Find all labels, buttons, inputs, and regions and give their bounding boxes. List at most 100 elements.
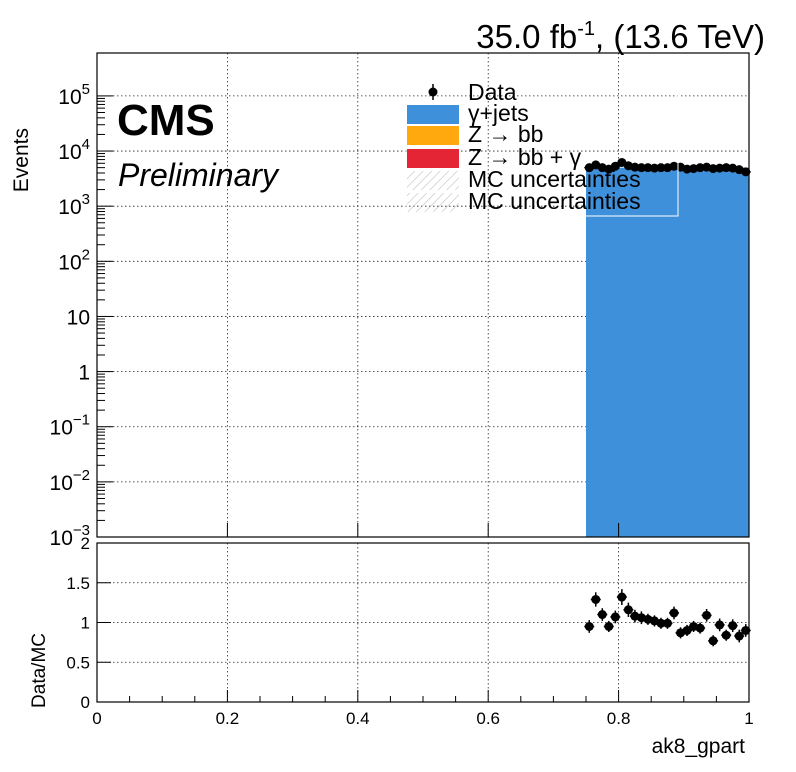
data-point <box>630 162 640 172</box>
cms-label: CMS <box>117 96 215 145</box>
legend-label-zbb-gamma: Z → bb + γ <box>468 144 582 170</box>
ratio-point <box>695 623 705 633</box>
data-point <box>741 167 751 177</box>
ratio-point <box>617 592 627 602</box>
legend-label-zbb: Z → bb <box>468 121 543 147</box>
ratio-point <box>663 618 672 628</box>
main-histogram <box>586 167 749 538</box>
legend-entry-mc-unc-2: MC uncertainties <box>407 188 641 214</box>
main-y-tick-exp: −1 <box>73 412 90 429</box>
data-point <box>610 161 620 171</box>
ratio-data-points <box>584 589 751 647</box>
ratio-point <box>715 620 725 630</box>
legend-label-mc-unc-2: MC uncertainties <box>468 188 641 214</box>
main-y-tick-exp: 3 <box>82 191 90 208</box>
ratio-x-tick-label: 1 <box>744 709 753 728</box>
main-y-tick-base: 10 <box>50 417 73 440</box>
main-y-tick-label: 103 <box>58 191 90 219</box>
main-y-tick-exp: 4 <box>82 136 90 153</box>
main-y-tick-exp: −2 <box>73 467 90 484</box>
main-y-tick-label: 10−1 <box>50 412 90 440</box>
legend-label-data: Data <box>468 79 517 105</box>
ratio-point <box>656 618 666 628</box>
main-y-tick-base: 10 <box>50 472 73 495</box>
ratio-point <box>721 630 731 640</box>
histogram-bar <box>586 167 749 538</box>
legend-entry-zbb-gamma: Z → bb + γ <box>407 144 582 170</box>
legend-swatch-zbb-gamma <box>407 149 459 168</box>
ratio-y-tick-label: 2 <box>81 534 90 553</box>
lumi-energy-label: 35.0 fb-1, (13.6 TeV) <box>476 18 765 55</box>
ratio-x-tick-label: 0.4 <box>346 709 370 728</box>
ratio-point <box>610 612 620 622</box>
main-y-tick-label: 10 <box>67 306 90 329</box>
main-y-tick-base: 10 <box>58 251 81 274</box>
main-y-tick-exp: 2 <box>82 246 90 263</box>
main-y-tick-base: 10 <box>58 196 81 219</box>
data-point <box>649 163 659 173</box>
ratio-point <box>702 610 712 620</box>
main-y-tick-label: 105 <box>58 81 90 109</box>
legend-data-marker <box>428 87 438 97</box>
data-point <box>643 163 653 173</box>
main-data-points <box>584 157 751 177</box>
ratio-point <box>741 625 751 635</box>
legend-entry-zbb: Z → bb <box>407 121 543 147</box>
ratio-gridlines <box>97 543 749 702</box>
ratio-point <box>734 631 744 641</box>
legend-label-mc-unc-1: MC uncertainties <box>468 166 641 192</box>
main-y-tick-label: 10−3 <box>50 522 90 550</box>
ratio-y-tick-label: 1.5 <box>66 574 90 593</box>
data-point <box>682 164 692 174</box>
ratio-point <box>682 625 692 635</box>
data-point <box>656 163 666 173</box>
x-axis-label: ak8_gpart <box>652 735 746 758</box>
ratio-panel: 0 0.2 0.4 0.6 0.8 1 0 0.5 1 1.5 2 Data/MC ak8_gpar… <box>29 534 754 758</box>
ratio-point <box>623 605 633 615</box>
ratio-y-tick-label: 1 <box>81 614 90 633</box>
legend-label-gamma-jets: γ+jets <box>468 100 529 126</box>
lumi-value: 35.0 fb <box>476 18 577 55</box>
ratio-point <box>669 608 679 618</box>
main-y-tick-exp: −3 <box>73 522 90 539</box>
main-gridlines <box>97 53 749 537</box>
main-y-tick-base: 1 <box>78 362 90 385</box>
ratio-x-tick-label: 0.8 <box>607 709 631 728</box>
ratio-point <box>708 636 718 646</box>
legend-swatch-gamma-jets <box>407 105 459 124</box>
main-y-tick-base: 10 <box>58 141 81 164</box>
lumi-exponent: -1 <box>577 18 595 40</box>
ratio-point <box>597 610 607 620</box>
main-y-tick-exp: 5 <box>82 81 90 98</box>
cms-preliminary-label: Preliminary <box>118 157 280 193</box>
legend-swatch-mc-unc-1 <box>407 171 459 190</box>
main-y-tick-label: 1 <box>78 362 90 385</box>
ratio-point <box>728 621 738 631</box>
legend-box <box>404 79 679 217</box>
legend-swatch-mc-unc-2 <box>407 193 459 212</box>
data-point <box>721 163 731 173</box>
ratio-y-axis-label: Data/MC <box>29 633 50 708</box>
data-point <box>636 163 646 173</box>
data-point <box>708 164 718 174</box>
ratio-x-tick-label: 0.6 <box>476 709 500 728</box>
main-y-axis-label: Events <box>10 128 33 192</box>
ratio-x-tick-label: 0.2 <box>216 709 240 728</box>
data-point <box>715 163 725 173</box>
ratio-y-tick-label: 0 <box>81 693 90 712</box>
ratio-x-tick-label: 0 <box>92 709 101 728</box>
legend: Data γ+jets Z → bb Z → bb + γ MC uncerta… <box>404 79 679 217</box>
main-frame <box>96 52 750 538</box>
main-y-tick-label: 104 <box>58 136 90 164</box>
data-point <box>695 163 705 173</box>
main-y-tick-base: 10 <box>58 86 81 109</box>
main-y-tick-label: 102 <box>58 246 90 274</box>
legend-swatch-zbb <box>407 126 459 145</box>
main-y-tick-base: 10 <box>50 527 73 550</box>
legend-entry-mc-unc-1: MC uncertainties <box>407 166 641 192</box>
ratio-point <box>584 621 594 631</box>
ratio-point <box>591 594 601 604</box>
